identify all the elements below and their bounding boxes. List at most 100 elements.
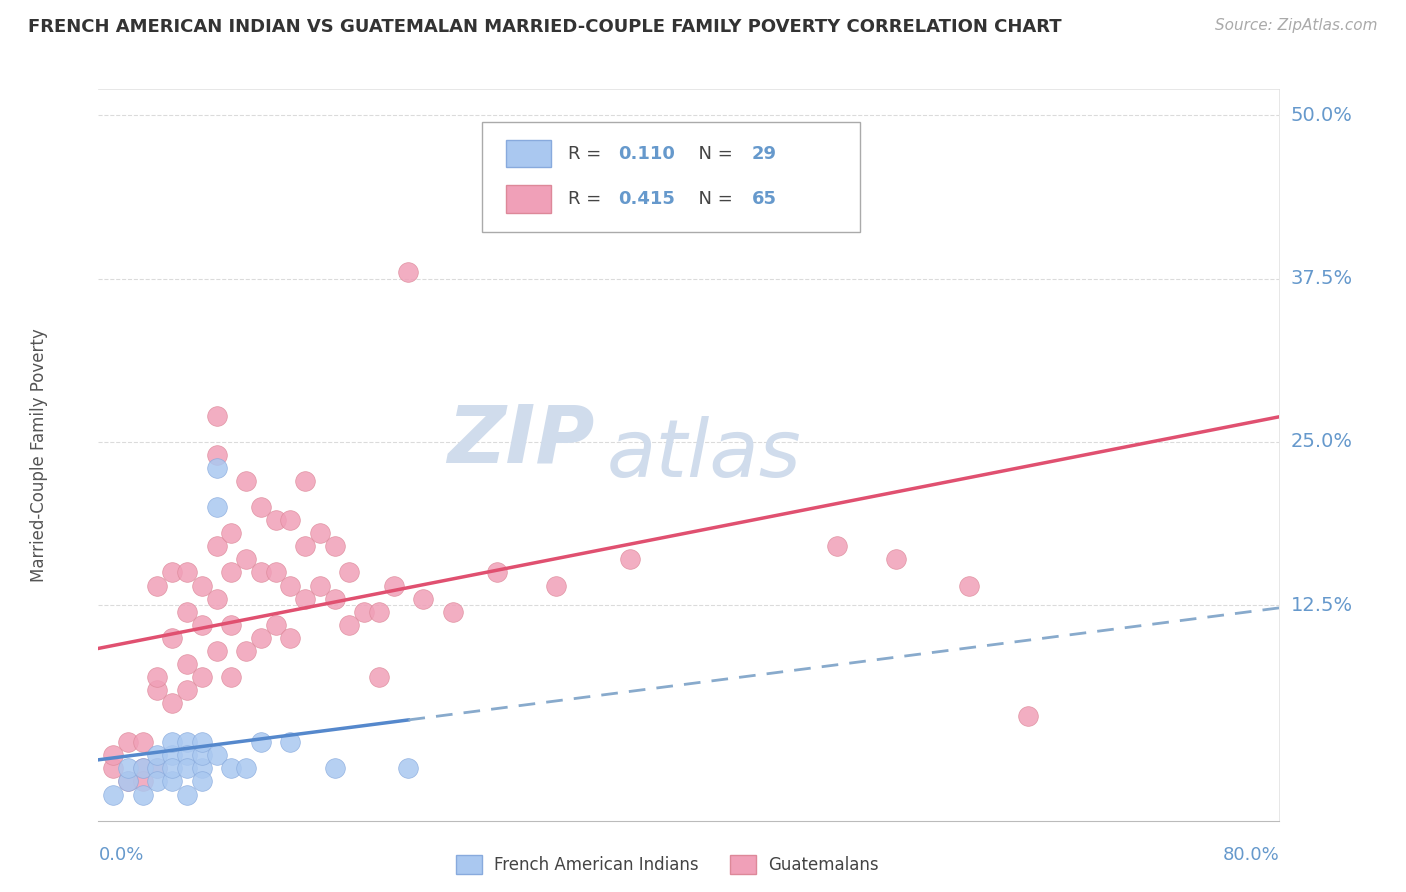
Text: R =: R = [568, 190, 607, 208]
Text: 80.0%: 80.0% [1223, 846, 1279, 863]
Point [235, 474, 257, 488]
Point [264, 513, 287, 527]
Point [146, 774, 169, 789]
Text: French American Indians: French American Indians [494, 855, 699, 873]
Point [191, 578, 214, 592]
Point [176, 735, 198, 749]
Point [278, 513, 302, 527]
FancyBboxPatch shape [506, 185, 551, 213]
Point [278, 578, 302, 592]
Point [176, 788, 198, 802]
Point [176, 566, 198, 580]
Text: 29: 29 [752, 145, 776, 162]
Point [191, 735, 214, 749]
Text: atlas: atlas [606, 416, 801, 494]
Point [191, 670, 214, 684]
Point [162, 774, 183, 789]
Text: 0.415: 0.415 [619, 190, 675, 208]
Point [146, 748, 169, 763]
Text: N =: N = [686, 145, 738, 162]
Point [103, 748, 125, 763]
Point [219, 617, 242, 632]
Point [162, 566, 183, 580]
Point [176, 683, 198, 698]
Text: 0.0%: 0.0% [98, 846, 143, 863]
Point [146, 761, 169, 775]
Point [323, 591, 346, 606]
Point [176, 748, 198, 763]
Point [619, 552, 641, 566]
Point [441, 605, 464, 619]
Text: 0.110: 0.110 [619, 145, 675, 162]
Point [132, 788, 155, 802]
Point [294, 539, 316, 553]
Point [1017, 709, 1039, 723]
Point [825, 539, 848, 553]
Text: 37.5%: 37.5% [1291, 269, 1353, 288]
Point [162, 761, 183, 775]
Point [235, 552, 257, 566]
Text: 25.0%: 25.0% [1291, 433, 1353, 451]
Point [959, 578, 981, 592]
Point [309, 526, 332, 541]
Point [884, 552, 907, 566]
Point [146, 670, 169, 684]
Point [146, 578, 169, 592]
Point [205, 591, 228, 606]
Point [205, 748, 228, 763]
Point [162, 696, 183, 710]
Point [294, 474, 316, 488]
Point [117, 761, 139, 775]
FancyBboxPatch shape [506, 140, 551, 168]
Point [191, 761, 214, 775]
Point [205, 500, 228, 515]
Point [162, 748, 183, 763]
Text: FRENCH AMERICAN INDIAN VS GUATEMALAN MARRIED-COUPLE FAMILY POVERTY CORRELATION C: FRENCH AMERICAN INDIAN VS GUATEMALAN MAR… [28, 18, 1062, 36]
Point [250, 566, 273, 580]
Point [205, 448, 228, 462]
Point [323, 539, 346, 553]
Point [250, 735, 273, 749]
Point [544, 578, 567, 592]
Point [132, 761, 155, 775]
Text: Married-Couple Family Poverty: Married-Couple Family Poverty [31, 328, 48, 582]
Point [235, 644, 257, 658]
Point [103, 788, 125, 802]
Point [162, 631, 183, 645]
FancyBboxPatch shape [482, 122, 860, 232]
Text: Guatemalans: Guatemalans [768, 855, 879, 873]
Text: 50.0%: 50.0% [1291, 106, 1353, 125]
Point [278, 631, 302, 645]
Point [146, 683, 169, 698]
Point [117, 774, 139, 789]
Text: N =: N = [686, 190, 738, 208]
Point [103, 761, 125, 775]
Text: Source: ZipAtlas.com: Source: ZipAtlas.com [1215, 18, 1378, 33]
Point [250, 631, 273, 645]
Point [412, 591, 434, 606]
Point [219, 761, 242, 775]
Point [337, 617, 360, 632]
Point [132, 774, 155, 789]
Point [191, 617, 214, 632]
FancyBboxPatch shape [730, 855, 756, 873]
Point [205, 461, 228, 475]
FancyBboxPatch shape [457, 855, 482, 873]
Point [132, 735, 155, 749]
Point [382, 578, 405, 592]
Point [132, 761, 155, 775]
Point [162, 735, 183, 749]
Point [176, 657, 198, 671]
Point [264, 617, 287, 632]
Point [368, 670, 391, 684]
Point [250, 500, 273, 515]
Point [146, 761, 169, 775]
Point [353, 605, 375, 619]
Text: 65: 65 [752, 190, 776, 208]
Point [191, 748, 214, 763]
Point [176, 605, 198, 619]
Point [219, 526, 242, 541]
Text: ZIP: ZIP [447, 401, 595, 479]
Point [117, 735, 139, 749]
Point [337, 566, 360, 580]
